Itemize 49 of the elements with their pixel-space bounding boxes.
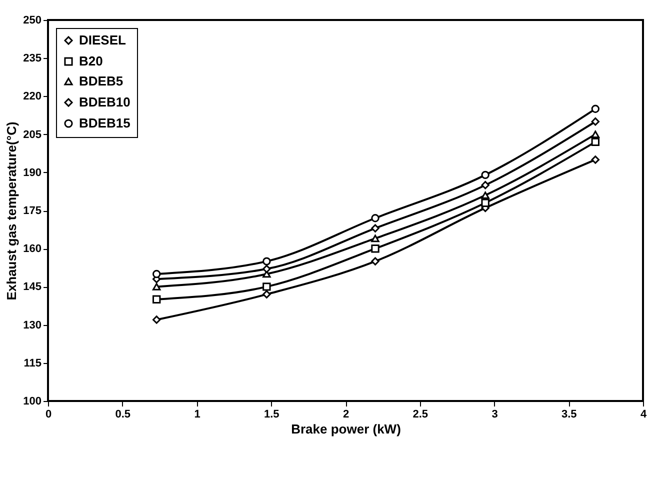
point — [262, 282, 271, 291]
point — [371, 234, 380, 242]
point — [591, 130, 600, 138]
y-tick-label: 130 — [23, 319, 42, 332]
y-axis-title: Exhaust gas temperature(°C) — [4, 122, 20, 300]
y-tick-label: 160 — [23, 243, 42, 256]
point — [481, 180, 490, 190]
y-tick-label: 175 — [23, 205, 42, 217]
point — [481, 192, 490, 199]
point — [591, 138, 600, 146]
point — [262, 257, 271, 266]
point — [371, 224, 380, 232]
point — [262, 264, 271, 274]
x-tick-label: 4 — [640, 408, 648, 420]
x-tick-label: 0.5 — [115, 408, 131, 420]
legend-label: B20 — [79, 54, 103, 68]
y-tick-label: 220 — [23, 90, 42, 103]
point — [591, 156, 600, 164]
point — [152, 295, 161, 304]
y-tick-label: 250 — [23, 14, 42, 26]
point — [152, 316, 161, 324]
x-tick-label: 0 — [45, 408, 52, 420]
y-tick-label: 205 — [23, 128, 42, 141]
y-tick-label: 115 — [24, 357, 42, 370]
x-tick-label: 1 — [194, 408, 200, 420]
legend-label: BDEB15 — [79, 116, 130, 130]
point — [371, 244, 380, 253]
y-tick-label: 145 — [23, 281, 42, 294]
point — [152, 283, 161, 290]
x-tick-label: 1.5 — [264, 408, 280, 420]
x-tick-label: 3 — [492, 408, 498, 420]
legend-label: BDEB5 — [79, 74, 124, 88]
x-tick-label: 3.5 — [561, 408, 577, 420]
x-axis-title: Brake power (kW) — [291, 422, 401, 436]
point — [262, 290, 271, 298]
point — [591, 104, 600, 113]
y-tick-label: 235 — [23, 52, 42, 65]
y-tick-label: 190 — [23, 166, 42, 179]
point — [152, 270, 161, 278]
point — [481, 170, 490, 180]
x-tick-label: 2.5 — [412, 408, 428, 420]
legend-label: DIESEL — [79, 32, 126, 48]
y-tick-label: 100 — [23, 396, 42, 408]
point — [591, 117, 600, 126]
point — [371, 257, 380, 266]
legend-label: BDEB10 — [79, 94, 130, 110]
point — [371, 214, 380, 222]
point — [481, 198, 490, 207]
x-tick-label: 2 — [342, 408, 350, 420]
